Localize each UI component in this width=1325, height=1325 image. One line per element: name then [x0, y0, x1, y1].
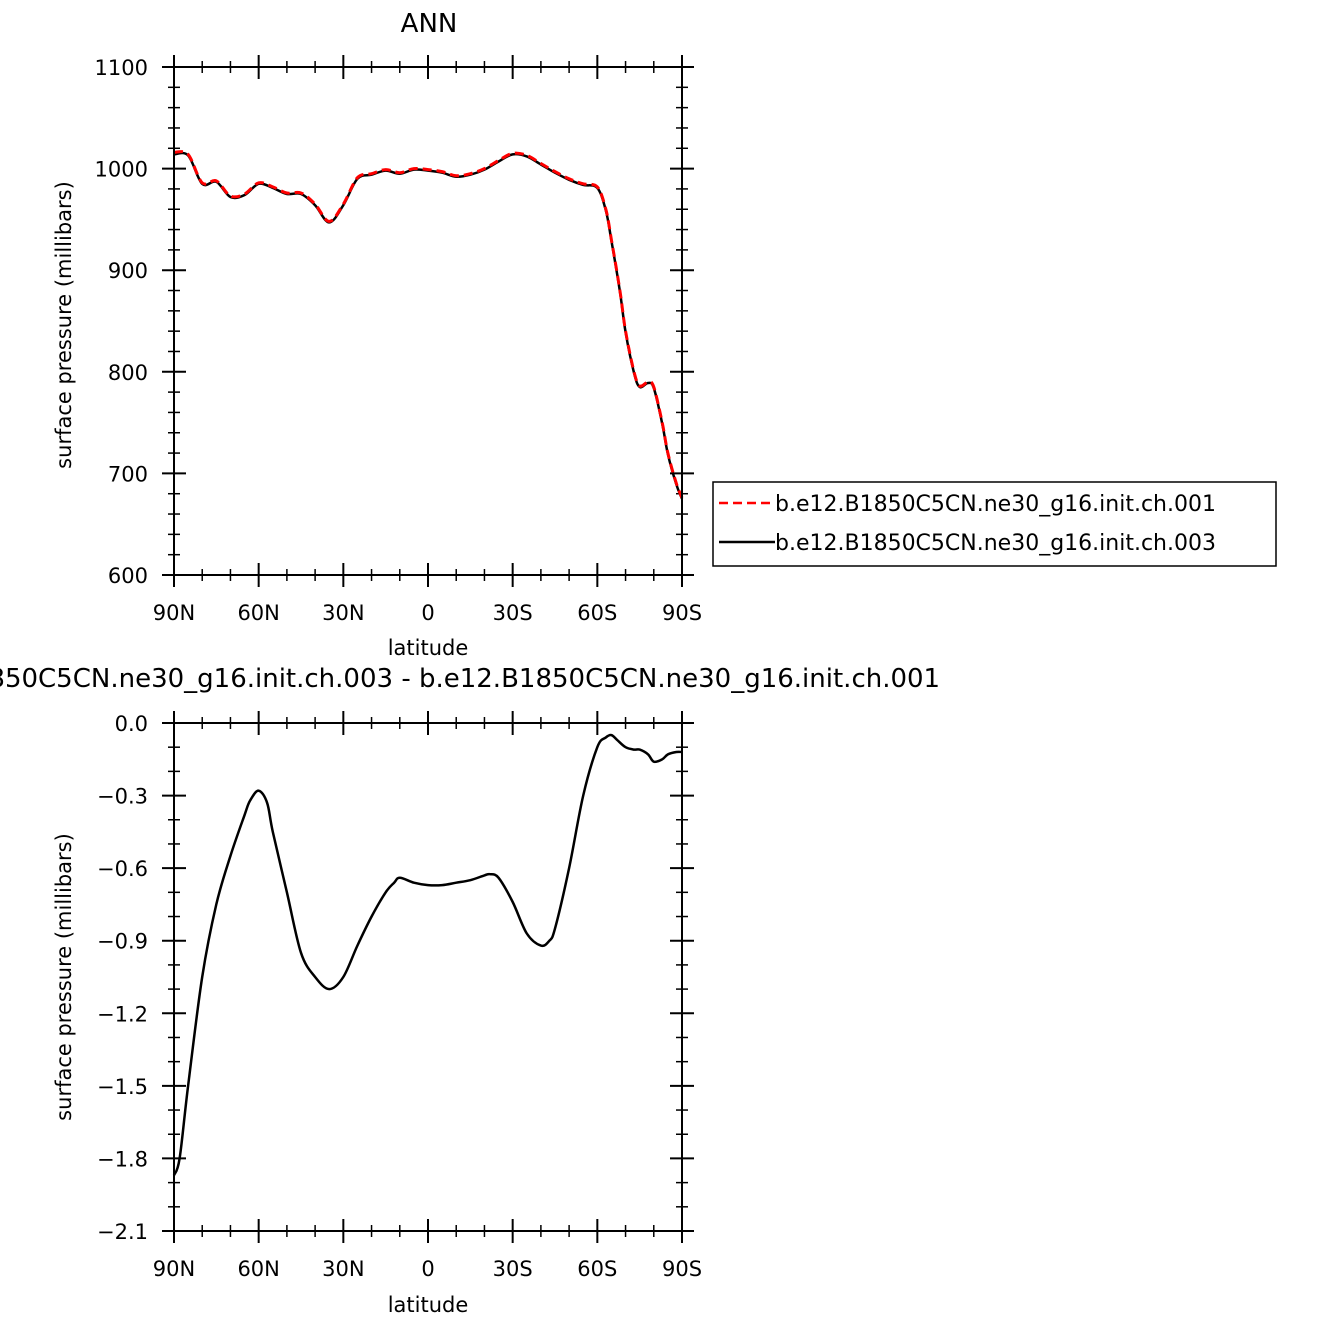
top-axis-ticks: 90N 60N 30N 0 30S 60S 90S 600 700 800 900 1000 1100 — [95, 55, 702, 625]
top-panel: ANN surface pressure (millibars) latitud… — [52, 9, 1277, 660]
top-y-axis-label: surface pressure (millibars) — [52, 181, 76, 469]
top-series-line-0 — [173, 150, 684, 499]
top-y-tick-label: 600 — [108, 564, 148, 588]
bottom-panel: b.e12.B1850C5CN.ne30_g16.init.ch.003 - b… — [0, 664, 940, 1317]
bottom-x-tick-label: 30N — [322, 1257, 364, 1281]
top-y-tick-label: 700 — [108, 462, 148, 486]
bottom-x-tick-label: 60N — [237, 1257, 279, 1281]
top-x-tick-label: 0 — [421, 601, 434, 625]
bottom-x-axis-label: latitude — [388, 1293, 469, 1317]
top-plot-frame — [173, 66, 683, 576]
bottom-y-tick-label: −1.8 — [97, 1147, 148, 1171]
bottom-axis-ticks: 90N 60N 30N 0 30S 60S 90S 0.0 −0.3 −0.6 −0.9 −1.2 −1… — [97, 711, 702, 1281]
legend-label-series-001: b.e12.B1850C5CN.ne30_g16.init.ch.001 — [775, 492, 1216, 517]
bottom-x-tick-label: 60S — [577, 1257, 617, 1281]
bottom-series-line-0 — [172, 733, 683, 1176]
bottom-y-tick-label: −0.6 — [97, 857, 148, 881]
bottom-y-tick-label: −2.1 — [97, 1220, 148, 1244]
top-y-tick-label: 800 — [108, 361, 148, 385]
top-chart-title: ANN — [401, 9, 458, 39]
top-x-tick-label: 30N — [322, 601, 364, 625]
legend-box — [712, 481, 1277, 567]
bottom-y-tick-label: −0.9 — [97, 930, 148, 954]
bottom-x-tick-label: 30S — [493, 1257, 533, 1281]
bottom-y-tick-label: −0.3 — [97, 785, 148, 809]
top-y-tick-label: 1000 — [95, 158, 148, 182]
bottom-x-tick-label: 90S — [662, 1257, 702, 1281]
top-x-axis-label: latitude — [388, 636, 469, 660]
top-x-tick-label: 90S — [662, 601, 702, 625]
bottom-y-tick-label: −1.2 — [97, 1002, 148, 1026]
bottom-series-lines — [172, 733, 683, 1176]
top-x-tick-label: 60S — [577, 601, 617, 625]
legend: b.e12.B1850C5CN.ne30_g16.init.ch.001 b.e… — [712, 481, 1277, 567]
bottom-plot-frame — [173, 722, 683, 1232]
bottom-x-tick-label: 90N — [153, 1257, 195, 1281]
top-x-tick-label: 60N — [237, 601, 279, 625]
top-x-tick-label: 90N — [153, 601, 195, 625]
legend-label-series-003: b.e12.B1850C5CN.ne30_g16.init.ch.003 — [775, 531, 1216, 556]
top-x-tick-label: 30S — [493, 601, 533, 625]
bottom-y-tick-label: 0.0 — [115, 712, 148, 736]
bottom-chart-title: b.e12.B1850C5CN.ne30_g16.init.ch.003 - b… — [0, 664, 940, 694]
top-y-tick-label: 1100 — [95, 56, 148, 80]
bottom-x-tick-label: 0 — [421, 1257, 434, 1281]
top-y-tick-label: 900 — [108, 259, 148, 283]
top-series-lines — [173, 150, 684, 500]
bottom-y-axis-label: surface pressure (millibars) — [52, 833, 76, 1121]
top-series-line-1 — [173, 151, 684, 500]
bottom-y-tick-label: −1.5 — [97, 1075, 148, 1099]
